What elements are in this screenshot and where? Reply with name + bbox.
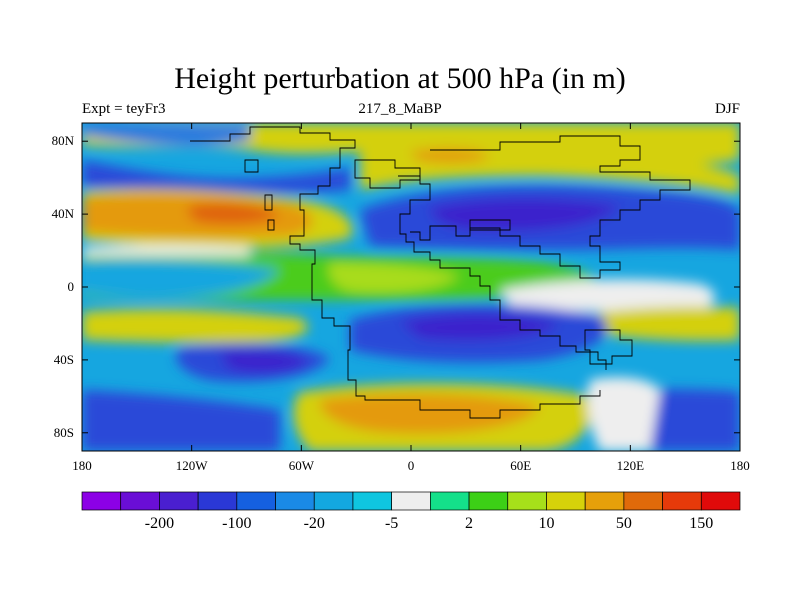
greenland-coast [354, 159, 421, 189]
colorbar-box [584, 491, 625, 511]
height-field [82, 123, 740, 451]
colorbar-label: -100 [222, 515, 251, 532]
colorbar-label: 50 [616, 515, 632, 532]
colorbar-box [623, 491, 663, 511]
colorbar-box [430, 491, 470, 511]
y-axis: 80N 40N 0 40S 80S [52, 133, 740, 440]
atlantic-positive-core [328, 262, 460, 294]
eurasia-trough-core [430, 198, 620, 231]
coastlines [190, 126, 691, 419]
season-label: DJF [714, 101, 740, 117]
colorbar: -200 -100 -20 -5 2 10 50 150 [81, 491, 741, 532]
asia-coast [410, 135, 691, 279]
experiment-label: Expt = teyFr3 [82, 101, 166, 117]
colorbar-box [662, 491, 702, 511]
eurasia-africa-coast [398, 175, 607, 370]
x-tick-label: 60W [289, 458, 315, 473]
colorbar-box [507, 491, 547, 511]
chart-title: Height perturbation at 500 hPa (in m) [174, 62, 626, 95]
antarctic-positive-core [319, 393, 540, 434]
x-tick-label: 0 [408, 458, 415, 473]
antarctic-neutral [587, 377, 660, 451]
y-tick-label: 80N [52, 133, 75, 148]
colorbar-box [81, 491, 122, 511]
period-label: 217_8_MaBP [358, 101, 442, 117]
colorbar-box [159, 491, 199, 511]
antarctic-negative-west [82, 390, 280, 451]
colorbar-box [700, 491, 741, 511]
x-tick-label: 180 [72, 458, 92, 473]
colorbar-box [197, 491, 238, 511]
pacific-neutral-strip [82, 245, 250, 256]
colorbar-label: -200 [145, 515, 174, 532]
eurasia-orange-patch [410, 148, 490, 163]
australia-coast [584, 329, 633, 365]
y-tick-label: 80S [54, 425, 74, 440]
y-tick-label: 40S [54, 352, 74, 367]
colorbar-box [352, 491, 392, 511]
y-tick-label: 40N [52, 206, 75, 221]
colorbar-label: -5 [385, 515, 398, 532]
south-pacific-trough-core [220, 350, 310, 373]
southwest-pacific-positive [600, 306, 740, 341]
arctic-negative-patch [82, 123, 250, 146]
colorbar-box [546, 491, 586, 511]
lakes-coast [244, 159, 275, 231]
x-tick-label: 120E [617, 458, 645, 473]
indian-ocean-neutral [500, 279, 715, 313]
colorbar-box [120, 491, 160, 511]
nh-ridge-core [188, 203, 280, 224]
colorbar-box [468, 491, 509, 511]
pacific-tropical-negative [82, 260, 280, 299]
northern-negative-band [82, 160, 350, 193]
x-axis: 180 120W 60W 0 60E 120E 180 [72, 123, 750, 473]
colorbar-label: 150 [689, 515, 713, 532]
caspian-coast [469, 219, 511, 231]
colorbar-box [391, 491, 431, 511]
x-tick-label: 60E [510, 458, 531, 473]
y-tick-label: 0 [68, 279, 75, 294]
x-tick-label: 120W [176, 458, 209, 473]
antarctica-coast [380, 390, 601, 419]
colorbar-box [236, 491, 276, 511]
x-tick-label: 180 [730, 458, 750, 473]
south-pacific-positive [82, 309, 308, 343]
colorbar-box [275, 491, 315, 511]
americas-coast [190, 126, 380, 401]
colorbar-label: 10 [538, 515, 554, 532]
colorbar-box [313, 491, 354, 511]
colorbar-label: 2 [465, 515, 473, 532]
colorbar-label: -20 [304, 515, 325, 532]
